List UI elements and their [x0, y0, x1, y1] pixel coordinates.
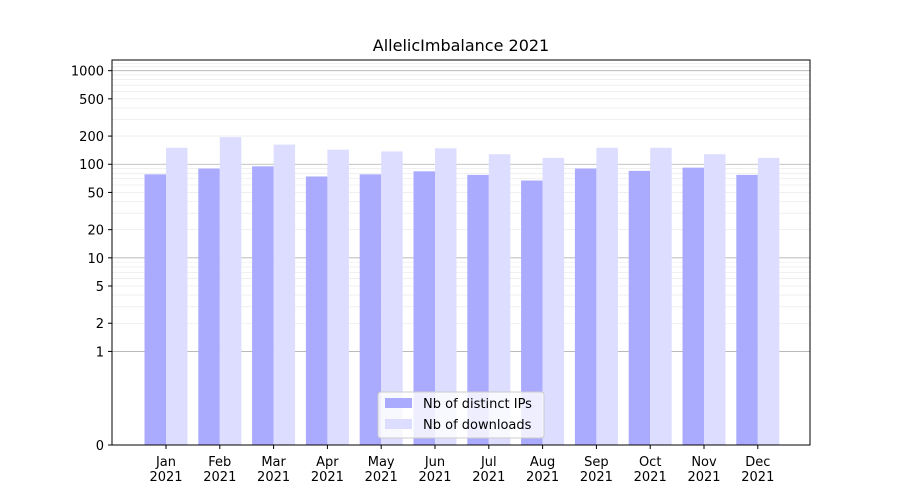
bar-downloads [219, 137, 242, 445]
bar-distinct-ips [305, 176, 328, 446]
bar-distinct-ips [198, 168, 220, 445]
bar-distinct-ips [682, 167, 704, 445]
y-tick-label: 50 [87, 186, 104, 201]
legend-label: Nb of downloads [423, 418, 532, 433]
x-tick-label: Feb 2021 [203, 455, 236, 485]
x-tick-label: Jul 2021 [472, 455, 505, 485]
bar-downloads [381, 151, 403, 446]
bars [144, 137, 780, 446]
bar-downloads [650, 147, 672, 445]
bar-downloads [488, 154, 511, 446]
bar-distinct-ips [736, 174, 758, 445]
bar-downloads [704, 154, 726, 446]
x-tick-label: Mar 2021 [257, 455, 290, 485]
x-tick-label: Dec 2021 [741, 455, 774, 485]
bar-distinct-ips [252, 166, 274, 445]
x-tick-label: Nov 2021 [687, 455, 720, 485]
y-tick-label: 1000 [71, 65, 104, 80]
bar-distinct-ips [359, 174, 382, 445]
legend-label: Nb of distinct IPs [423, 397, 532, 412]
x-tick-label: Oct 2021 [634, 455, 667, 485]
y-tick-label: 5 [96, 280, 104, 295]
bar-distinct-ips [144, 174, 166, 445]
x-tick-label: Jan 2021 [149, 455, 182, 485]
y-tick-label: 20 [87, 224, 104, 239]
bar-distinct-ips [467, 174, 489, 445]
bar-distinct-ips [521, 180, 543, 446]
legend-swatch [385, 419, 412, 429]
bar-distinct-ips [628, 170, 651, 446]
x-axis: Jan 2021 Feb 2021 Mar 2021 Apr 2021 May 2021 Jun 20… [149, 445, 774, 485]
bar-distinct-ips [574, 168, 597, 445]
bar-downloads [542, 157, 565, 446]
y-tick-label: 200 [79, 130, 104, 145]
bar-downloads [596, 147, 618, 445]
y-tick-label: 100 [79, 158, 104, 173]
y-tick-label: 10 [87, 252, 104, 267]
bar-downloads [273, 144, 296, 445]
y-tick-label: 500 [79, 93, 104, 108]
y-tick-label: 1 [96, 345, 104, 360]
chart-title: AllelicImbalance 2021 [373, 36, 549, 55]
x-tick-label: May 2021 [365, 455, 398, 485]
y-tick-label: 2 [96, 317, 104, 332]
legend-box [377, 391, 545, 439]
x-tick-label: Aug 2021 [526, 455, 559, 485]
y-tick-label: 0 [96, 439, 104, 454]
legend-swatch [385, 398, 412, 408]
x-tick-label: Sep 2021 [580, 455, 613, 485]
x-tick-label: Apr 2021 [311, 455, 344, 485]
bar-downloads [166, 147, 188, 445]
plot-frame [111, 59, 811, 446]
bar-downloads [757, 157, 780, 446]
bar-downloads [327, 149, 349, 445]
bar-distinct-ips [413, 171, 435, 445]
bar-downloads [435, 148, 457, 446]
legend: Nb of distinct IPs Nb of downloads [377, 391, 545, 439]
y-axis: 0 1 2 5 10 20 50 100 200 500 1000 [71, 65, 112, 454]
x-tick-label: Jun 2021 [418, 455, 451, 485]
